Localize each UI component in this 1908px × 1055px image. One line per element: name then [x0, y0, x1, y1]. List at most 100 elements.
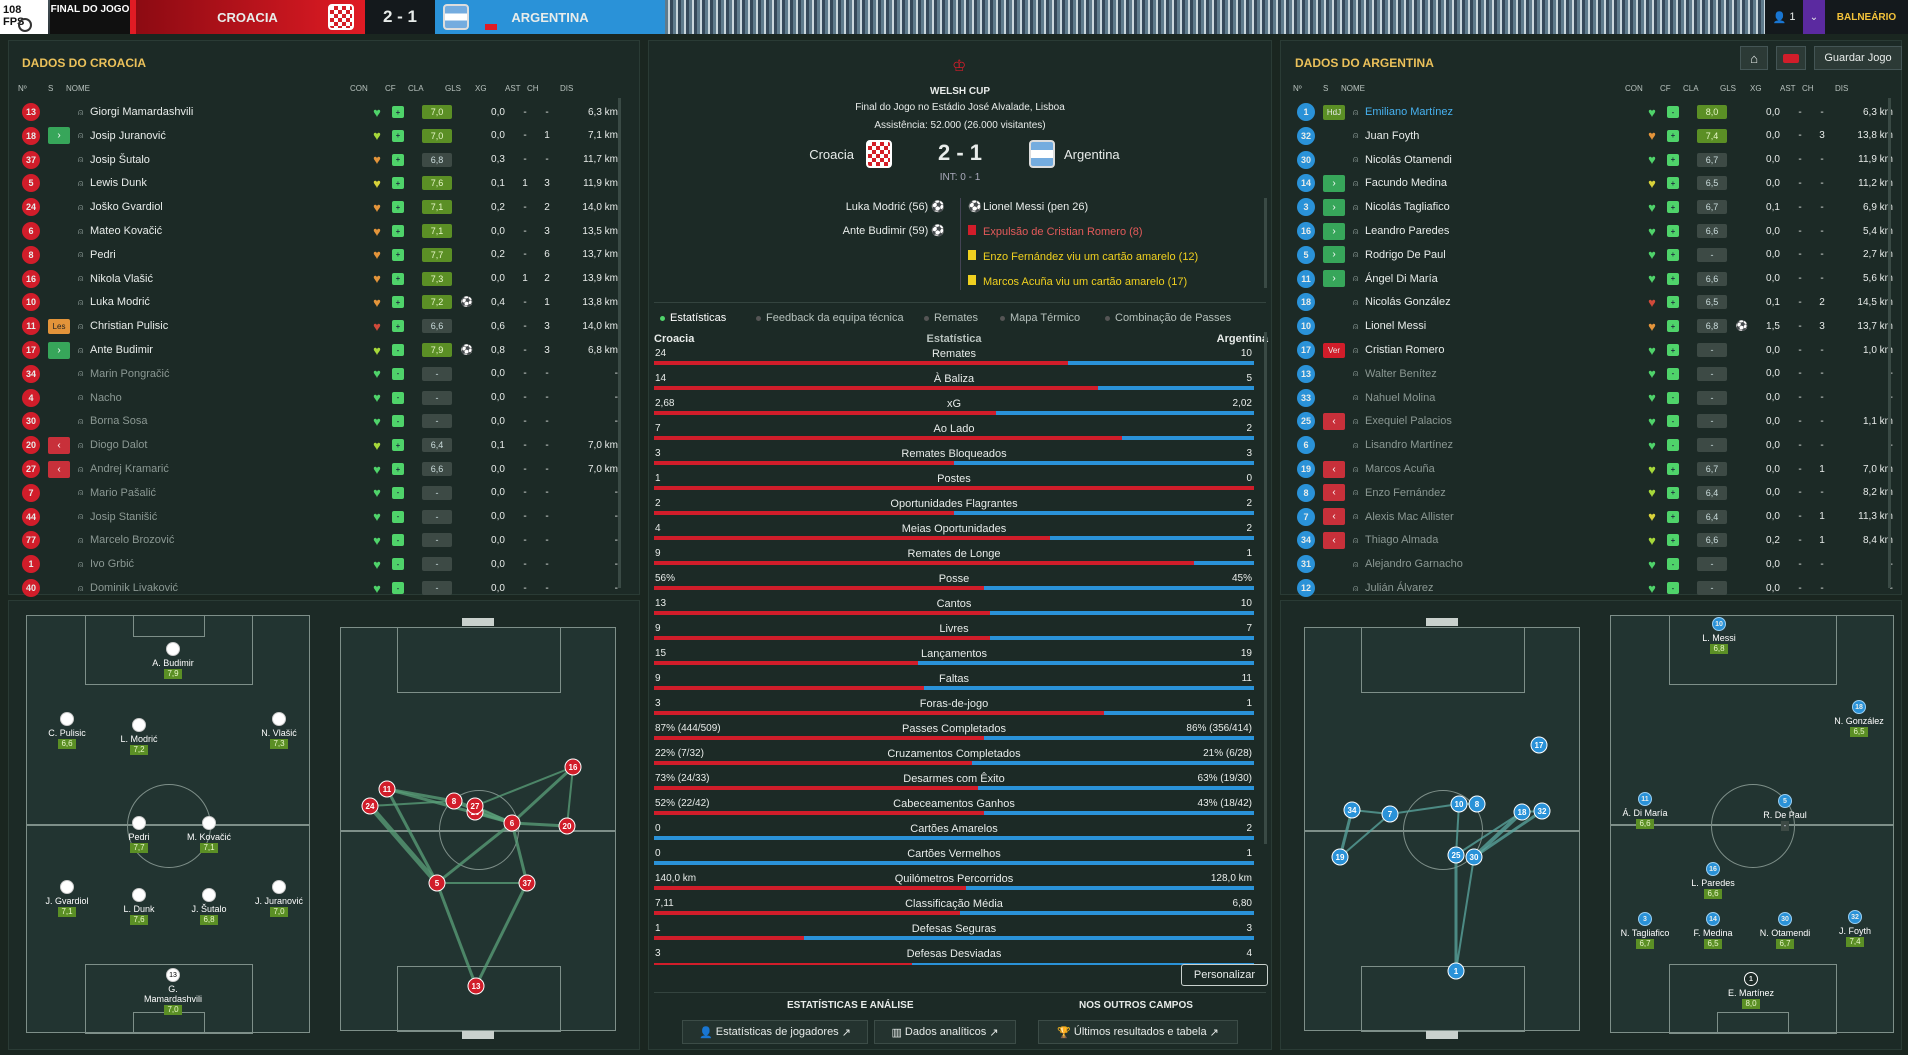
pass-node[interactable]: 37: [518, 874, 536, 892]
pass-node[interactable]: 34: [1343, 801, 1361, 819]
player-name[interactable]: Cristian Romero: [1365, 344, 1445, 356]
player-dot[interactable]: [202, 888, 216, 902]
player-name[interactable]: Emiliano Martínez: [1365, 106, 1454, 118]
table-row[interactable]: 34 ⍝ Marin Pongračić ♥ - -0,0- - -: [22, 362, 622, 386]
player-dot[interactable]: [166, 642, 180, 656]
pass-node[interactable]: 5: [428, 874, 446, 892]
center-home-team[interactable]: Croacia: [809, 147, 854, 162]
player-name[interactable]: Luka Modrić: [90, 296, 150, 309]
player-name[interactable]: Dominik Livaković: [90, 582, 179, 594]
pass-node[interactable]: 8: [1468, 795, 1486, 813]
table-row[interactable]: 3 › ⍝ Nicolás Tagliafico ♥ +6,7 0,1 - - 6,9 km: [1297, 195, 1897, 219]
player-name[interactable]: Nahuel Molina: [1365, 391, 1436, 404]
table-row[interactable]: 14 › ⍝ Facundo Medina ♥ +6,5 0,0 - - 11,2 km: [1297, 171, 1897, 195]
player-name[interactable]: Thiago Almada: [1365, 534, 1439, 547]
pass-node[interactable]: 17: [1530, 736, 1548, 754]
player-name[interactable]: Juan Foyth: [1365, 129, 1420, 142]
table-row[interactable]: 24 ⍝ Joško Gvardiol ♥ +7,1 0,2 - 2 14,0 km: [22, 195, 622, 219]
player-name[interactable]: Lionel Messi: [1365, 320, 1427, 333]
table-row[interactable]: 5 › ⍝ Rodrigo De Paul ♥ + - 0,0 - - 2,7 km: [1297, 243, 1897, 267]
player-name[interactable]: Mario Pašalić: [90, 486, 157, 499]
player-name[interactable]: Nacho: [90, 391, 122, 404]
table-row[interactable]: 1 ⍝ Ivo Grbić ♥ - -0,0- - -: [22, 552, 622, 576]
home-team-banner[interactable]: CROACIA: [130, 0, 365, 34]
events-scrollbar[interactable]: [1264, 198, 1267, 288]
table-row[interactable]: 16 › ⍝ Leandro Paredes ♥ +6,6 0,0 - - 5,4 km: [1297, 219, 1897, 243]
table-row[interactable]: 8 ‹ ⍝ Enzo Fernández ♥ +6,4 0,0 - - 8,2 km: [1297, 481, 1897, 505]
player-dot[interactable]: 13: [166, 968, 180, 982]
stats-scrollbar[interactable]: [1264, 332, 1267, 844]
table-row[interactable]: 11 › ⍝ Ángel Di María ♥ +6,6 0,0 - - 5,6 km: [1297, 267, 1897, 291]
player-dot[interactable]: [132, 816, 146, 830]
away-team-banner[interactable]: ARGENTINA: [435, 0, 665, 34]
player-dot[interactable]: 16: [1706, 862, 1720, 876]
pass-node[interactable]: 24: [361, 797, 379, 815]
player-dot[interactable]: [132, 888, 146, 902]
table-row[interactable]: 25 ‹ ⍝ Exequiel Palacios ♥ - -0,0- -1,1 km: [1297, 409, 1897, 433]
player-dot[interactable]: 3: [1638, 912, 1652, 926]
player-name[interactable]: Ante Budimir: [90, 344, 153, 356]
tab-estatísticas[interactable]: Estatísticas: [660, 312, 726, 324]
table-row[interactable]: 13 ⍝ Walter Benítez ♥ - -0,0- - -: [1297, 362, 1897, 386]
table-row[interactable]: 11 Les ⍝ Christian Pulisic ♥ +6,6 0,6 - 3 14,0 km: [22, 314, 622, 338]
tab-combinação-de-passes[interactable]: Combinação de Passes: [1105, 312, 1231, 324]
tab-feedback-da-equipa-técnica[interactable]: Feedback da equipa técnica: [756, 312, 904, 324]
table-row[interactable]: 13 ⍝ Giorgi Mamardashvili ♥ +7,0 0,0 - - 6,3 km: [22, 100, 622, 124]
pass-node[interactable]: 13: [467, 977, 485, 995]
player-name[interactable]: Walter Benítez: [1365, 367, 1437, 380]
table-row[interactable]: 12 ⍝ Julián Álvarez ♥ - -0,0- - -: [1297, 576, 1897, 600]
player-name[interactable]: Nicolás Otamendi: [1365, 153, 1452, 166]
table-row[interactable]: 17 › ⍝ Ante Budimir ♥ -7,9 ⚽ 0,8-3 6,8 km: [22, 338, 622, 362]
table-row[interactable]: 7 ‹ ⍝ Alexis Mac Allister ♥ +6,4 0,0 - 1 11,3 km: [1297, 505, 1897, 529]
player-name[interactable]: Marcelo Brozović: [90, 534, 175, 547]
chevron-down-icon[interactable]: ⌄: [1803, 0, 1825, 34]
tab-mapa-térmico[interactable]: Mapa Térmico: [1000, 312, 1080, 324]
player-name[interactable]: Enzo Fernández: [1365, 486, 1446, 499]
player-name[interactable]: Nikola Vlašić: [90, 272, 153, 285]
away-list-scrollbar[interactable]: [1888, 98, 1891, 588]
player-name[interactable]: Marcos Acuña: [1365, 463, 1435, 475]
player-name[interactable]: Facundo Medina: [1365, 177, 1447, 190]
pass-node[interactable]: 30: [1465, 848, 1483, 866]
pass-node[interactable]: 20: [558, 817, 576, 835]
player-name[interactable]: Alejandro Garnacho: [1365, 558, 1463, 571]
table-row[interactable]: 16 ⍝ Nikola Vlašić ♥ +7,3 0,0 1 2 13,9 km: [22, 267, 622, 291]
flag-icon[interactable]: [1776, 46, 1806, 70]
analytics-button[interactable]: ▥ Dados analíticos ↗: [874, 1020, 1016, 1044]
table-row[interactable]: 5 ⍝ Lewis Dunk ♥ +7,6 0,1 1 3 11,9 km: [22, 171, 622, 195]
home-list-scrollbar[interactable]: [618, 98, 621, 588]
player-dot[interactable]: [132, 718, 146, 732]
player-dot[interactable]: 30: [1778, 912, 1792, 926]
table-row[interactable]: 30 ⍝ Nicolás Otamendi ♥ +6,7 0,0 - - 11,9 km: [1297, 148, 1897, 172]
player-name[interactable]: Christian Pulisic: [90, 320, 169, 333]
pass-node[interactable]: 27: [466, 797, 484, 815]
player-name[interactable]: Nicolás González: [1365, 296, 1451, 309]
player-name[interactable]: Giorgi Mamardashvili: [90, 106, 194, 118]
player-name[interactable]: Lewis Dunk: [90, 177, 147, 190]
pass-node[interactable]: 11: [378, 780, 396, 798]
player-name[interactable]: Mateo Kovačić: [90, 225, 163, 237]
table-row[interactable]: 6 ⍝ Lisandro Martínez ♥ - -0,0- - -: [1297, 433, 1897, 457]
player-name[interactable]: Marin Pongračić: [90, 367, 170, 380]
player-dot[interactable]: 5: [1778, 794, 1792, 808]
player-name[interactable]: Julián Álvarez: [1365, 582, 1434, 594]
pass-node[interactable]: 19: [1331, 848, 1349, 866]
tab-remates[interactable]: Remates: [924, 312, 978, 324]
table-row[interactable]: 44 ⍝ Josip Stanišić ♥ - -0,0- - -: [22, 505, 622, 529]
table-row[interactable]: 1 HdJ ⍝ Emiliano Martínez ♥ -8,0 0,0- -6,3 km: [1297, 100, 1897, 124]
player-name[interactable]: Diogo Dalot: [90, 439, 148, 452]
player-name[interactable]: Lisandro Martínez: [1365, 439, 1454, 452]
player-dot[interactable]: [272, 712, 286, 726]
player-dot[interactable]: 18: [1852, 700, 1866, 714]
save-game-button[interactable]: Guardar Jogo: [1814, 46, 1902, 70]
table-row[interactable]: 7 ⍝ Mario Pašalić ♥ - -0,0- - -: [22, 481, 622, 505]
table-row[interactable]: 19 ‹ ⍝ Marcos Acuña ♥ +6,7 0,0 - 1 7,0 km: [1297, 457, 1897, 481]
table-row[interactable]: 40 ⍝ Dominik Livaković ♥ - -0,0- - -: [22, 576, 622, 600]
table-row[interactable]: 18 › ⍝ Josip Juranović ♥ +7,0 0,0 - 1 7,1 km: [22, 124, 622, 148]
player-dot[interactable]: 1: [1744, 972, 1758, 986]
table-row[interactable]: 27 ‹ ⍝ Andrej Kramarić ♥ +6,6 0,0 - - 7,0 km: [22, 457, 622, 481]
pass-node[interactable]: 32: [1533, 802, 1551, 820]
pass-node[interactable]: 18: [1513, 803, 1531, 821]
pass-node[interactable]: 7: [1381, 805, 1399, 823]
home-icon[interactable]: ⌂: [1740, 46, 1768, 70]
